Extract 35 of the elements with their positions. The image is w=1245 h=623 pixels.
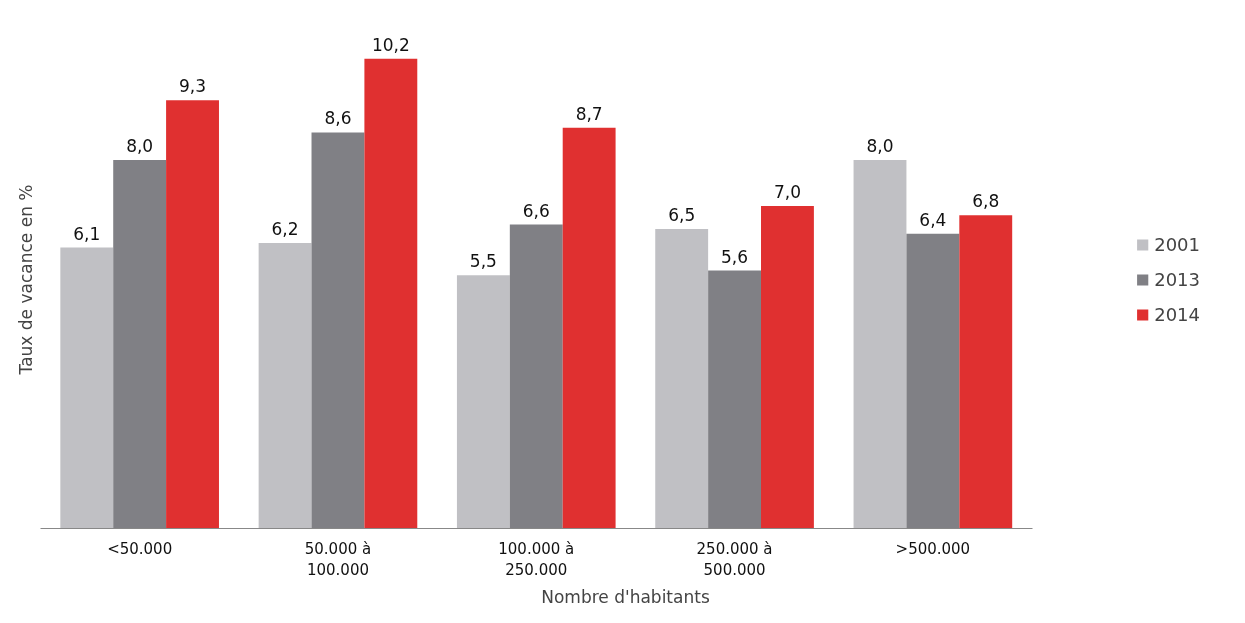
data-label: 5,6 bbox=[721, 246, 749, 267]
data-label: 7,0 bbox=[773, 182, 801, 203]
data-label: 10,2 bbox=[371, 34, 410, 55]
data-label: 6,5 bbox=[668, 205, 696, 226]
legend-label: 2001 bbox=[1154, 233, 1200, 255]
bar bbox=[562, 127, 616, 529]
bar bbox=[60, 247, 114, 529]
data-label: 8,0 bbox=[126, 136, 154, 157]
data-label: 8,7 bbox=[575, 103, 603, 124]
data-label: 6,6 bbox=[522, 200, 550, 221]
bar bbox=[959, 215, 1013, 529]
x-tick-label: 50.000 à 100.000 bbox=[304, 539, 372, 580]
y-axis-title: Taux de vacance en % bbox=[15, 184, 36, 376]
x-tick-label: <50.000 bbox=[107, 539, 173, 558]
data-label: 8,0 bbox=[866, 136, 894, 157]
x-tick-label: 250.000 à 500.000 bbox=[696, 539, 773, 580]
data-label: 6,2 bbox=[271, 218, 299, 239]
data-label: 8,6 bbox=[324, 108, 352, 129]
data-label: 5,5 bbox=[469, 251, 497, 272]
bar bbox=[258, 242, 312, 529]
x-tick-label: >500.000 bbox=[895, 539, 971, 558]
x-tick-label: 100.000 à 250.000 bbox=[498, 539, 575, 580]
bar bbox=[364, 58, 418, 529]
data-label: 6,1 bbox=[73, 223, 101, 244]
data-label: 6,4 bbox=[919, 209, 947, 230]
bar bbox=[166, 100, 219, 529]
bar bbox=[853, 160, 907, 529]
bar bbox=[456, 275, 510, 529]
x-axis-title: Nombre d'habitants bbox=[541, 587, 710, 608]
bar bbox=[761, 206, 814, 529]
bar bbox=[655, 229, 709, 529]
data-label: 9,3 bbox=[179, 76, 207, 97]
legend-label: 2014 bbox=[1154, 303, 1200, 325]
data-label: 6,8 bbox=[972, 191, 1000, 212]
legend-label: 2013 bbox=[1154, 268, 1200, 290]
